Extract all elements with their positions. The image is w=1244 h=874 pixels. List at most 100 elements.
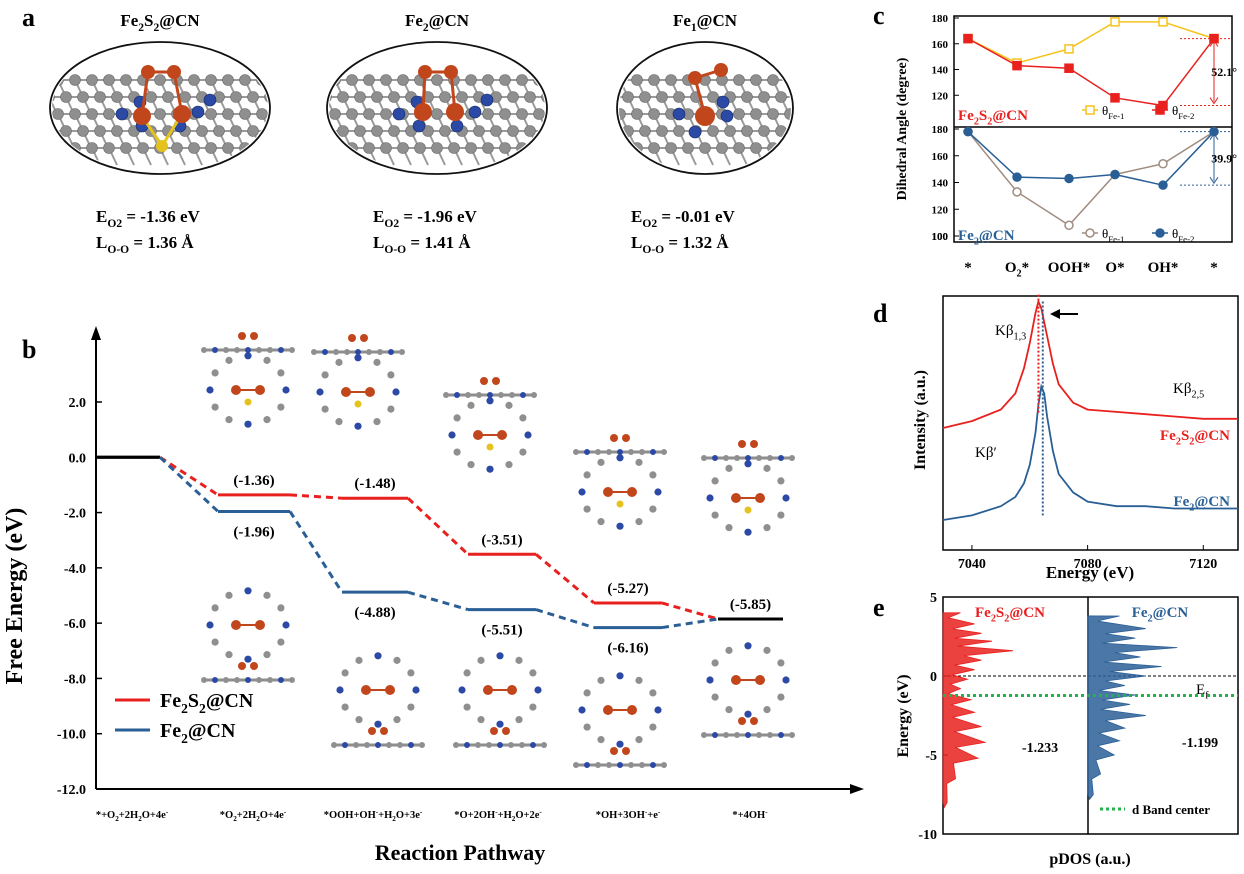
c-bond: [798, 131, 806, 148]
atom: [463, 703, 471, 711]
c-bond: [586, 148, 594, 165]
c-atom: [741, 91, 753, 103]
atom: [744, 528, 752, 536]
c-atom: [247, 91, 259, 103]
y-tick-label: -4.0: [64, 562, 86, 577]
x-category-label: *O+2OH-+H2O+2e-: [454, 808, 542, 823]
c-atom: [213, 125, 225, 137]
c-atom: [230, 91, 242, 103]
atom: [597, 518, 605, 526]
atom: [336, 686, 344, 694]
c-atom: [648, 74, 660, 86]
fe-atom: [365, 387, 375, 397]
atom: [763, 646, 771, 654]
c-atom: [111, 125, 123, 137]
atom: [529, 669, 537, 677]
c-atom: [622, 91, 634, 103]
c-atom: [103, 108, 115, 120]
c-atom: [222, 142, 234, 154]
c-bond: [815, 131, 823, 148]
c-bond: [594, 131, 602, 148]
atom: [453, 742, 459, 748]
atom: [244, 352, 252, 360]
annotation-value: 39.9°: [1211, 151, 1237, 165]
c-atom: [346, 108, 358, 120]
atom: [649, 471, 657, 479]
atom: [277, 369, 285, 377]
atom: [639, 449, 645, 455]
energy-value-label: (-3.51): [481, 532, 522, 548]
atom: [206, 621, 214, 629]
atom: [734, 455, 740, 461]
c-atom: [354, 91, 366, 103]
c-atom: [767, 74, 779, 86]
atom: [486, 465, 494, 473]
series-line: [967, 131, 1215, 227]
o-atom: [622, 434, 630, 442]
c-atom: [36, 109, 47, 120]
c-atom: [274, 143, 285, 154]
c-atom: [205, 108, 217, 120]
x-axis-title: pDOS (a.u.): [1049, 851, 1130, 868]
structure-2: Fe2@CN EO2 = -1.96 eV LO-O = 1.41 Å: [326, 11, 555, 256]
atom: [711, 477, 719, 485]
atom: [606, 449, 612, 455]
c-bond: [824, 148, 832, 165]
c-bond: [41, 114, 49, 131]
c-atom: [120, 74, 132, 86]
atom: [267, 347, 273, 353]
c-atom: [724, 125, 736, 137]
atom: [355, 716, 363, 724]
y-tick-label: -8.0: [64, 672, 86, 687]
data-marker: [1064, 44, 1074, 54]
c-bond: [547, 131, 555, 148]
c-atom: [733, 74, 745, 86]
atom: [524, 431, 532, 439]
c-atom: [431, 142, 443, 154]
n-atom: [688, 125, 702, 139]
n-atom: [203, 93, 217, 107]
energy-value-label: (-5.27): [607, 581, 648, 597]
atom: [486, 742, 492, 748]
dos-area: [1087, 615, 1178, 801]
c-atom: [589, 126, 600, 137]
atom: [789, 732, 795, 738]
c-bond: [270, 131, 278, 148]
atom: [763, 524, 771, 532]
panel-label-a: a: [22, 3, 35, 32]
atom: [606, 762, 612, 768]
atom: [649, 689, 657, 697]
x-category-label: OOH*: [1048, 260, 1091, 276]
c-atom: [606, 92, 617, 103]
atom: [486, 397, 494, 405]
atom: [712, 455, 718, 461]
c-atom: [337, 91, 349, 103]
structure-1: Fe2S2@CN EO2 = -1.36 eV LO-O = 1.36 Å: [36, 11, 285, 256]
panel-e-pdos: 5 0 -5 -10 Energy (eV) pDOS (a.u.) Ef -1.233 -1.…: [895, 591, 1239, 868]
atom: [782, 494, 790, 502]
o-atom: [167, 65, 181, 79]
c-bond: [824, 80, 832, 97]
c-atom: [810, 92, 821, 103]
atom: [278, 677, 284, 683]
c-atom: [205, 74, 217, 86]
c-atom: [802, 75, 813, 86]
c-atom: [802, 109, 813, 120]
atom: [344, 349, 350, 355]
y-tick-label: 160: [932, 151, 949, 163]
c-atom: [750, 142, 762, 154]
atom: [519, 448, 527, 456]
atom: [711, 693, 719, 701]
o-atom: [418, 65, 432, 79]
plot-frame: [942, 295, 1239, 551]
c-atom: [77, 91, 89, 103]
legend-label: θFe-2: [1172, 226, 1194, 244]
data-marker: [1158, 17, 1168, 27]
atom: [777, 477, 785, 485]
y-tick-label: 180: [932, 13, 949, 25]
c-atom: [171, 142, 183, 154]
atom: [277, 604, 285, 612]
fe-atom: [255, 620, 265, 630]
c-bond: [832, 97, 840, 114]
structure-title: Fe1@CN: [673, 11, 738, 34]
